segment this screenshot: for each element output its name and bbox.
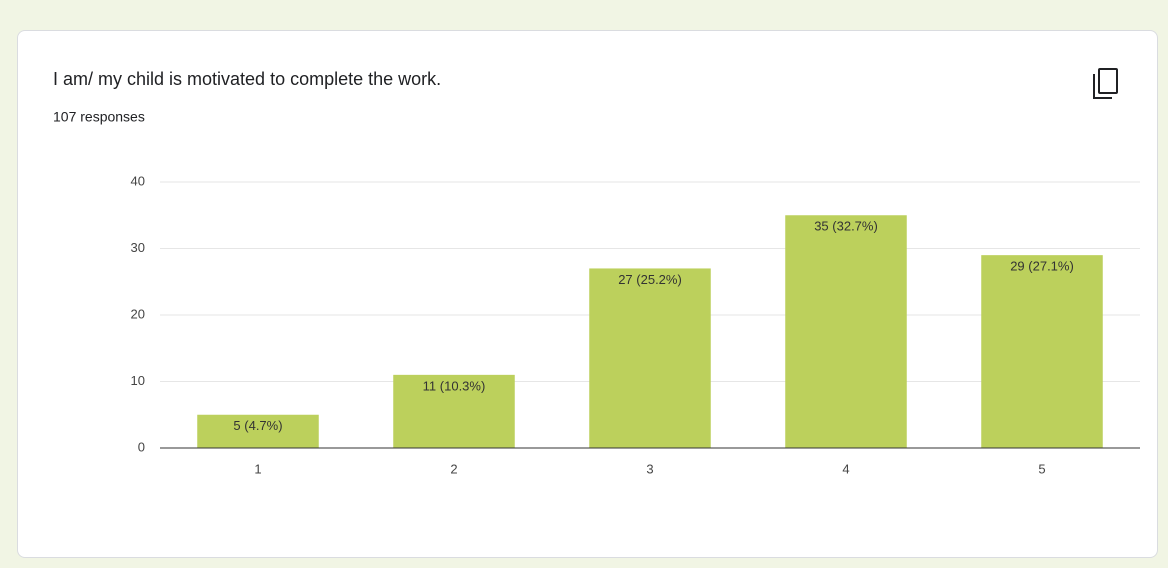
chart-card — [17, 30, 1158, 558]
bar — [589, 268, 711, 448]
y-tick-label: 40 — [131, 173, 145, 188]
copy-icon-back — [1093, 74, 1112, 99]
value-label: 5 (4.7%) — [233, 418, 282, 433]
y-tick-label: 0 — [138, 439, 145, 454]
chart-subtitle: 107 responses — [53, 109, 145, 125]
value-label: 35 (32.7%) — [814, 219, 878, 234]
chart-title: I am/ my child is motivated to complete … — [53, 69, 441, 89]
y-tick-label: 20 — [131, 306, 145, 321]
bar — [785, 215, 907, 448]
x-tick-label: 5 — [1038, 461, 1045, 476]
x-tick-label: 2 — [450, 461, 457, 476]
value-label: 27 (25.2%) — [618, 272, 682, 287]
bar — [981, 255, 1103, 448]
copy-icon[interactable] — [1093, 68, 1118, 99]
value-label: 29 (27.1%) — [1010, 259, 1074, 274]
bar — [197, 414, 319, 448]
y-tick-label: 10 — [131, 373, 145, 388]
bar — [393, 374, 515, 448]
x-tick-label: 4 — [842, 461, 849, 476]
x-tick-label: 1 — [254, 461, 261, 476]
y-tick-label: 30 — [131, 240, 145, 255]
copy-icon-front — [1098, 68, 1118, 94]
x-tick-label: 3 — [646, 461, 653, 476]
value-label: 11 (10.3%) — [423, 378, 486, 393]
